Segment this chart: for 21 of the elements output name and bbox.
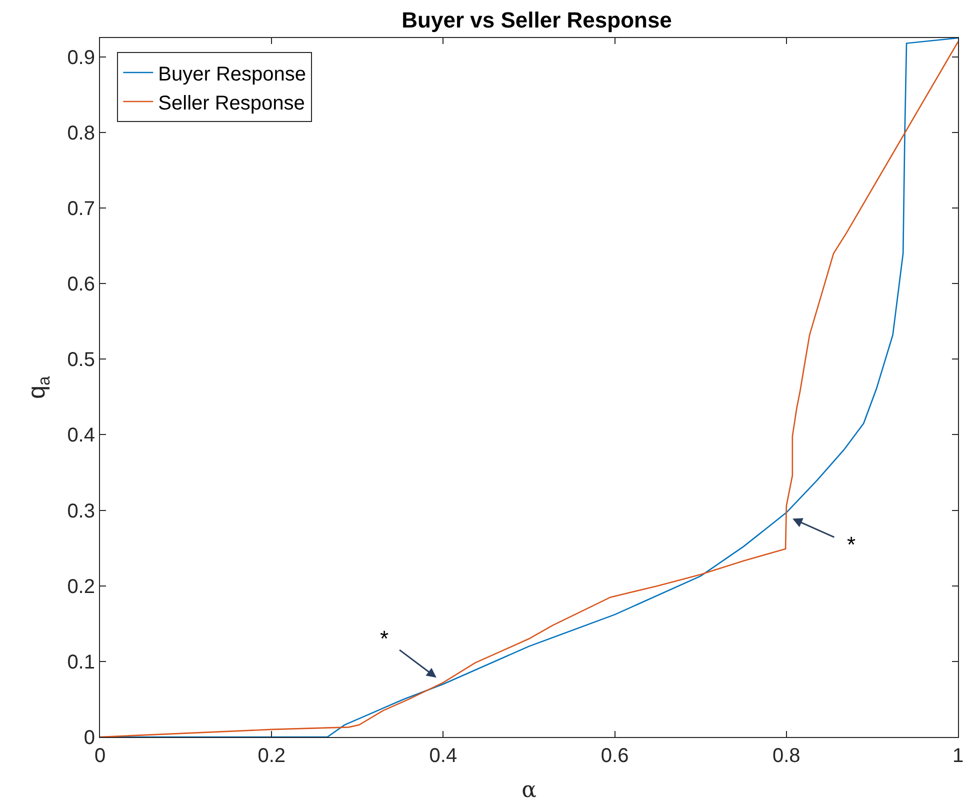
y-tick-label: 0.6: [67, 274, 95, 296]
legend-label: Seller Response: [158, 92, 305, 114]
annotation: *: [380, 626, 389, 651]
x-axis-title: α: [522, 778, 537, 803]
x-tick-label: 0.2: [258, 745, 286, 767]
y-tick-label: 0.1: [67, 651, 95, 674]
y-tick-label: 0.5: [67, 349, 95, 372]
x-tick-label: 1: [952, 745, 964, 767]
y-tick-label: 0.4: [67, 424, 95, 447]
x-tick-label: 0.4: [429, 745, 458, 767]
y-tick-label: 0.9: [67, 46, 95, 69]
y-tick-label: 0.3: [67, 500, 95, 522]
x-tick-label: 0.8: [772, 745, 800, 767]
x-tick-label: 0.6: [600, 745, 629, 767]
y-tick-label: 0.8: [67, 122, 95, 144]
y-tick-label: 0: [84, 727, 95, 749]
y-tick-label: 0.7: [67, 198, 95, 220]
chart-title: Buyer vs Seller Response: [402, 8, 672, 33]
annotation: *: [847, 532, 856, 557]
legend-label: Buyer Response: [158, 63, 306, 86]
y-tick-label: 0.2: [67, 576, 95, 598]
